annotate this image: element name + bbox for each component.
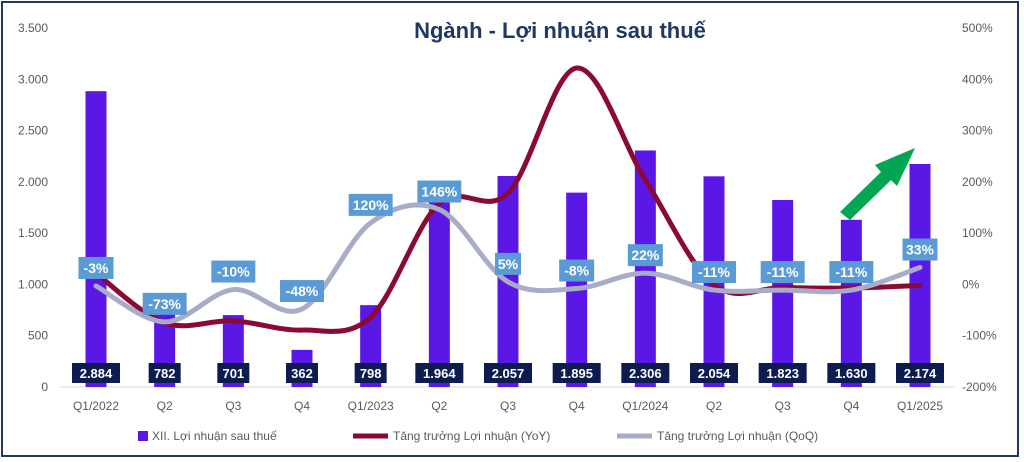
bar [428,185,450,387]
qoq-value-label: -3% [84,260,109,276]
y-left-tick: 2.500 [18,124,48,138]
x-tick: Q4 [569,399,585,413]
bar-value-label: 782 [154,366,176,381]
qoq-value-label-bg [559,259,595,282]
bar-value-label: 2.306 [629,366,662,381]
qoq-value-label: -10% [217,264,250,280]
qoq-value-label-bg [627,244,663,267]
bar-value-label: 2.054 [698,366,731,381]
bar-value-label-bg [148,363,181,383]
x-tick: Q3 [500,399,516,413]
bar-value-label: 1.823 [766,366,799,381]
y-left-tick: 1.500 [18,226,48,240]
bar-value-label-bg [217,363,250,383]
y-left-tick: 3.500 [18,21,48,35]
bar-value-label-bg [286,363,318,383]
chart-title: Ngành - Lợi nhuận sau thuế [414,18,707,43]
trend-arrow-icon [840,148,915,220]
qoq-value-label: -48% [286,283,319,299]
qoq-value-label: -11% [835,264,867,280]
bar-value-label: 2.174 [904,366,937,381]
x-tick: Q1/2024 [622,399,668,413]
qoq-value-label-bg [760,261,805,284]
bar [909,164,931,387]
bar [840,219,862,387]
bar-value-label: 362 [291,366,313,381]
y-right-tick: -200% [962,380,997,394]
x-tick: Q4 [294,399,310,413]
y-left-tick: 1.000 [18,277,48,291]
qoq-value-label: -73% [148,296,181,312]
qoq-value-label-bg [417,180,462,203]
qoq-value-label: 146% [421,184,457,200]
y-right-tick: 0% [962,277,980,291]
qoq-value-label: -11% [767,264,799,280]
qoq-value-label-bg [348,193,393,216]
bar [772,200,794,387]
y-right-tick: 100% [962,226,993,240]
y-left-tick: 2.000 [18,175,48,189]
y-right-tick: 300% [962,124,993,138]
bar-value-label-bg [896,363,944,383]
x-tick: Q2 [431,399,447,413]
legend-label: Tăng trưởng Lợi nhuận (YoY) [393,429,550,443]
bar [85,91,107,388]
qoq-value-label: 22% [631,247,660,263]
y-right-tick: -100% [962,329,997,343]
qoq-value-label-bg [495,252,521,275]
qoq-value-label: -8% [564,263,589,279]
x-tick: Q1/2022 [73,399,119,413]
bar [634,150,656,387]
y-right-tick: 200% [962,175,993,189]
bar-value-label: 798 [360,366,382,381]
legend-swatch-bar [138,431,148,441]
y-right-tick: 500% [962,21,993,35]
x-tick: Q3 [225,399,241,413]
bar-value-label-bg [72,363,120,383]
qoq-value-label-bg [142,292,187,315]
bar-value-label-bg [827,363,876,383]
bar-value-label-bg [621,363,670,383]
bar-value-label: 1.895 [560,366,593,381]
x-tick: Q1/2023 [348,399,394,413]
qoq-value-label-bg [78,256,114,279]
bar-value-label-bg [354,363,387,383]
qoq-value-label-bg [692,261,736,284]
qoq-value-label: 5% [498,256,519,272]
bar-value-label-bg [484,363,532,383]
bar-value-label: 2.884 [80,366,113,381]
y-left-tick: 3.000 [18,72,48,86]
qoq-value-label-bg [280,280,324,303]
bar-value-label-bg [552,363,601,383]
y-left-tick: 500 [28,329,48,343]
x-tick: Q4 [843,399,859,413]
qoq-value-label: 33% [906,242,935,258]
legend-label: Tăng trưởng Lợi nhuận (QoQ) [657,429,818,443]
bar-value-label: 1.964 [423,366,456,381]
qoq-value-label-bg [829,261,874,284]
x-tick: Q2 [706,399,722,413]
bar-value-label: 1.630 [835,366,868,381]
x-tick: Q3 [775,399,791,413]
x-tick: Q2 [157,399,173,413]
bar-value-label-bg [758,363,807,383]
y-left-tick: 0 [41,380,48,394]
qoq-value-label: -11% [698,264,730,280]
legend-label: XII. Lợi nhuận sau thuế [152,429,277,443]
bar-value-label: 2.057 [492,366,525,381]
bar-value-label: 701 [222,366,244,381]
qoq-value-label-bg [211,260,256,283]
x-tick: Q1/2025 [897,399,943,413]
bar-value-label-bg [415,363,464,383]
bar-value-label-bg [690,363,738,383]
qoq-value-label: 120% [353,197,389,213]
qoq-value-label-bg [902,238,938,261]
y-right-tick: 400% [962,72,993,86]
